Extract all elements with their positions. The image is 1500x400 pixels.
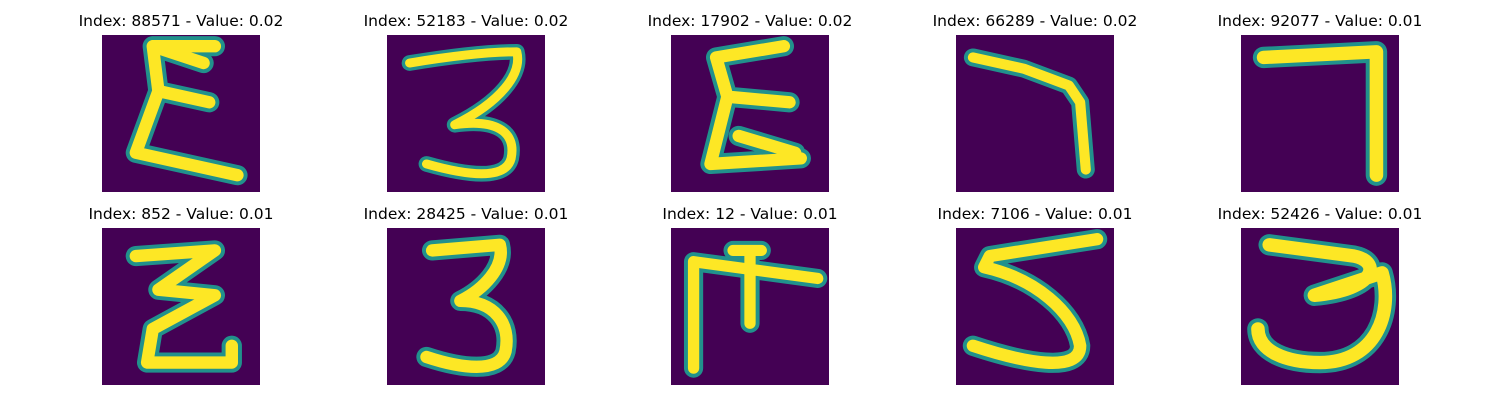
panel-title: Index: 92077 - Value: 0.01 (1217, 12, 1423, 30)
digit-image (1241, 35, 1399, 192)
panel-title: Index: 52426 - Value: 0.01 (1217, 205, 1423, 223)
digit-image (671, 35, 829, 192)
digit-image (102, 228, 260, 385)
panel-title: Index: 66289 - Value: 0.02 (932, 12, 1138, 30)
digit-image (387, 228, 545, 385)
panel-title: Index: 12 - Value: 0.01 (662, 205, 838, 223)
panel-title: Index: 17902 - Value: 0.02 (647, 12, 853, 30)
panel-title: Index: 88571 - Value: 0.02 (78, 12, 284, 30)
panel-title: Index: 52183 - Value: 0.02 (363, 12, 569, 30)
digit-image (956, 228, 1114, 385)
panel-title: Index: 7106 - Value: 0.01 (937, 205, 1133, 223)
panel-title: Index: 852 - Value: 0.01 (88, 205, 274, 223)
digit-image (671, 228, 829, 385)
panel-title: Index: 28425 - Value: 0.01 (363, 205, 569, 223)
digit-image (956, 35, 1114, 192)
digit-image (387, 35, 545, 192)
digit-image (1241, 228, 1399, 385)
digit-image (102, 35, 260, 192)
